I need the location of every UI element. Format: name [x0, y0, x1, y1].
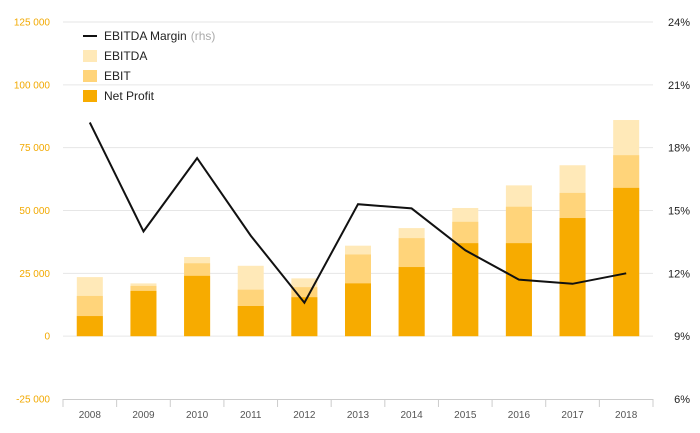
y-left-tick-label: 50 000	[19, 206, 50, 217]
net-profit-bar	[76, 316, 103, 337]
x-tick-label: 2008	[79, 410, 102, 421]
x-tick-label: 2013	[347, 410, 370, 421]
y-left-tick-label: 125 000	[14, 18, 51, 29]
x-tick-label: 2015	[454, 410, 477, 421]
ebitda-margin-line-layer	[88, 122, 627, 305]
legend: EBITDA Margin (rhs) EBITDA EBIT Net Profit	[83, 29, 215, 103]
legend-item: Net Profit	[83, 89, 155, 103]
legend-label: EBITDA	[104, 49, 147, 63]
legend-item: EBITDA	[83, 49, 147, 63]
x-tick-label: 2014	[401, 410, 424, 421]
x-tick-label: 2018	[615, 410, 638, 421]
x-tick-label: 2011	[240, 410, 262, 421]
net-profit-bar	[130, 290, 157, 337]
y-left-tick-label: 75 000	[19, 143, 50, 154]
net-profit-bar	[505, 243, 532, 337]
tick-labels: -25 000 0 25 000 50 000 75 000 100 000 125 000…	[14, 17, 690, 421]
y-right-tick-label: 12%	[668, 268, 690, 280]
x-axis	[62, 399, 654, 407]
x-tick-label: 2016	[508, 410, 531, 421]
legend-swatch-icon	[83, 70, 97, 82]
net-profit-bar	[559, 218, 586, 337]
y-left-tick-label: 0	[44, 332, 50, 343]
y-right-tick-label: 21%	[668, 80, 690, 92]
legend-swatch-icon	[83, 50, 97, 62]
net-profit-bar	[613, 187, 640, 337]
legend-item: EBITDA Margin (rhs)	[83, 29, 215, 43]
y-right-tick-label: 9%	[674, 331, 690, 343]
y-left-tick-label: 100 000	[14, 80, 51, 91]
legend-label: EBIT	[104, 69, 131, 83]
net-profit-bar	[398, 267, 425, 337]
net-profit-bar	[237, 306, 264, 337]
x-tick-label: 2017	[561, 410, 584, 421]
y-right-tick-label: 18%	[668, 143, 690, 155]
legend-label-note: (rhs)	[191, 29, 216, 43]
legend-label: Net Profit	[104, 89, 155, 103]
legend-item: EBIT	[83, 69, 131, 83]
y-right-tick-label: 15%	[668, 206, 690, 218]
ebitda-margin-line	[88, 122, 627, 305]
net-profit-bar	[452, 243, 479, 337]
x-tick-label: 2009	[132, 410, 155, 421]
legend-label: EBITDA Margin (rhs)	[104, 29, 215, 43]
x-tick-label: 2010	[186, 410, 209, 421]
legend-swatch-icon	[83, 90, 97, 102]
gridlines	[63, 21, 653, 337]
bars	[76, 120, 640, 337]
y-left-tick-label: -25 000	[16, 395, 50, 406]
y-right-tick-label: 6%	[674, 394, 690, 406]
x-tick-label: 2012	[293, 410, 316, 421]
net-profit-bar	[184, 275, 211, 337]
y-left-tick-label: 25 000	[19, 269, 50, 280]
net-profit-bar	[345, 283, 371, 337]
y-right-tick-label: 24%	[668, 17, 690, 29]
